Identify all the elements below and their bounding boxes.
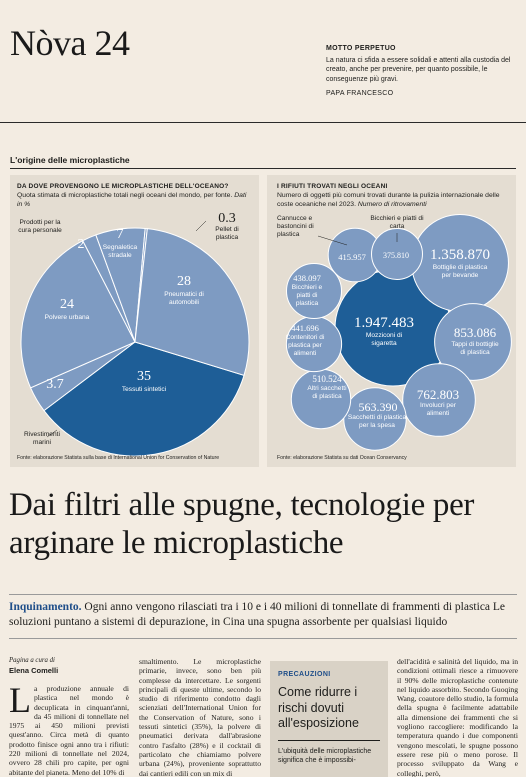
slice-label-tessuti: Tessuti sintetici — [121, 386, 167, 393]
motto-block: MOTTO PERPETUO La natura ci sfida a esse… — [326, 44, 516, 99]
pie-subtitle-note: Dati in % — [17, 192, 247, 208]
bubble-chart-source: Fonte: elaborazione Statista su dati Oce… — [277, 455, 407, 461]
headline: Dai filtri alle spugne, tecnologie per a… — [9, 487, 475, 561]
bubble-chart-title: I RIFIUTI TROVATI NEGLI OCEANI — [277, 183, 388, 190]
bubble-value-involucri: 762.803 — [416, 387, 460, 402]
pie-subtitle-text: Quota stimata di microplastiche totali n… — [17, 192, 233, 199]
bubble-value-contenitori: 441.696 — [291, 323, 319, 333]
bubble-subtitle-text: Numero di oggetti più comuni trovati dur… — [277, 192, 500, 208]
slice-value-rivestimenti: 3.7 — [46, 377, 64, 392]
bubble-label-involucri: Involucri per alimenti — [420, 402, 456, 417]
bubble-chart-subtitle: Numero di oggetti più comuni trovati dur… — [277, 192, 509, 209]
bubble-value-mozziconi: 1.947.483 — [354, 315, 414, 331]
bubble-label-bicchieri-carta: Bicchieri e piatti di carta — [370, 215, 424, 230]
bubble-label-sacchetti-spesa: Sacchetti di plastica per la spesa — [347, 414, 407, 429]
section-divider — [10, 168, 516, 169]
slice-label-pneumatici: Pneumatici di automobili — [164, 291, 204, 306]
slice-label-segnaletica: Segnaletica stradale — [102, 244, 138, 259]
motto-title: MOTTO PERPETUO — [326, 45, 396, 52]
bubble-sacchetti-4 — [343, 387, 407, 451]
lead-paragraph: Inquinamento. Ogni anno vengono rilascia… — [9, 600, 519, 630]
bubble-label-bicchieri-plastica: Bicchieri e piatti di plastica — [291, 284, 323, 307]
bubble-value-bicchieri-plastica: 438.097 — [293, 273, 321, 283]
bubble-value-bottiglie: 1.358.870 — [430, 247, 490, 263]
pie-slice-tessuti — [43, 341, 245, 457]
drop-cap: L — [9, 684, 31, 720]
bubble-value-cannucce: 415.957 — [338, 252, 366, 262]
headline-divider — [9, 594, 517, 595]
pie-slice-polvere — [20, 240, 136, 389]
bubbles — [285, 214, 512, 451]
masthead-title: Nòva 24 — [10, 23, 130, 63]
bubble-tappi-2 — [434, 303, 512, 381]
bubble-subtitle-note: Numero di ritrovamenti — [357, 200, 427, 208]
bubble-label-tappi: Tappi di bottiglie di plastica — [451, 341, 499, 356]
motto-author: PAPA FRANCESCO — [326, 90, 394, 97]
section-title: L'origine delle microplastiche — [10, 155, 130, 165]
leader-line-prodotti — [46, 429, 58, 438]
bubble-value-altri-sacchetti: 510.524 — [312, 374, 342, 384]
pie-slices — [20, 227, 250, 457]
pie-chart-title: DA DOVE PROVENGONO LE MICROPLASTICHE DEL… — [17, 183, 229, 190]
bubble-label-contenitori: Contenitori di plastica per alimenti — [285, 334, 325, 357]
precautions-box: PRECAUZIONI Come ridurre i rischi dovuti… — [270, 661, 388, 777]
bubble-involucri-3 — [402, 363, 476, 437]
byline-label: Pagina a cura di — [9, 657, 55, 664]
bubble-value-sacchetti-spesa: 563.390 — [358, 400, 398, 414]
slice-label-prodotti: Prodotti per la cura personale — [18, 219, 62, 234]
article-column-4: dell'acidità e salinità del liquido, ma … — [397, 657, 518, 777]
pie-chart-source: Fonte: elaborazione Statista sulla base … — [17, 455, 220, 461]
leader-line-pellet — [195, 220, 207, 232]
bubble-bicchieri-9 — [371, 228, 423, 280]
slice-value-pellet: 0.3 — [218, 211, 236, 226]
bubble-label-altri-sacchetti: Altri sacchetti di plastica — [307, 385, 347, 400]
pie-chart — [20, 220, 250, 457]
slice-value-tessuti: 35 — [137, 369, 151, 384]
bubble-label-bottiglie: Bottiglie di plastica per bevande — [432, 264, 488, 279]
leader-line-cannucce — [317, 235, 348, 246]
box-title: Come ridurre i rischi dovuti all'esposiz… — [278, 685, 359, 730]
slice-value-pneumatici: 28 — [177, 274, 191, 289]
slice-label-pellet: Pellet di plastica — [215, 226, 239, 241]
lead-text: Ogni anno vengono rilasciati tra i 10 e … — [9, 601, 506, 628]
column-1-text: a produzione annuale di plastica nel mon… — [9, 684, 129, 777]
slice-label-polvere: Polvere urbana — [44, 314, 90, 321]
slice-value-prodotti: 2 — [77, 237, 85, 252]
article-column-1: L a produzione annuale di plastica nel m… — [9, 684, 129, 777]
bubble-chart — [285, 214, 512, 451]
lead-kicker: Inquinamento. — [9, 601, 82, 613]
box-text: L'ubiquità delle microplastiche signific… — [278, 747, 372, 764]
bubble-value-bicchieri-carta: 375.810 — [383, 251, 409, 260]
bubble-value-tappi: 853.086 — [453, 325, 497, 340]
bubble-bicchieri-7 — [285, 262, 343, 320]
box-tag: PRECAUZIONI — [278, 671, 331, 678]
bubble-label-cannucce: Cannucce e bastoncini di plastica — [277, 215, 314, 238]
lead-divider — [9, 638, 517, 639]
pie-chart-subtitle: Quota stimata di microplastiche totali n… — [17, 192, 253, 209]
pie-slice-pneumatici — [134, 228, 250, 376]
slice-value-segnaletica: 7 — [116, 227, 124, 242]
motto-text: La natura ci sfida a essere solidali e a… — [326, 56, 511, 83]
top-divider — [0, 122, 526, 123]
box-divider — [278, 739, 380, 741]
byline-name: Elena Comelli — [9, 666, 59, 675]
article-column-2: smaltimento. Le microplastiche primarie,… — [139, 657, 261, 777]
slice-value-polvere: 24 — [60, 297, 74, 312]
slice-label-rivestimenti: Rivestimenti marini — [24, 431, 60, 446]
bubble-label-mozziconi: Mozziconi di sigaretta — [365, 332, 403, 347]
